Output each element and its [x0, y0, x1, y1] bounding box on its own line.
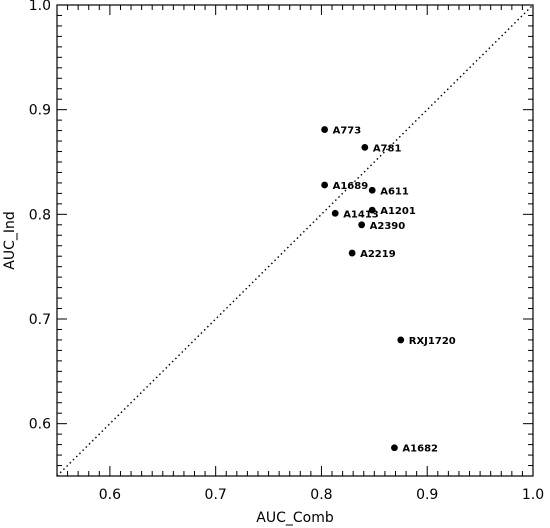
- data-point-label: A1413: [343, 209, 379, 220]
- data-point-label: A1682: [402, 444, 438, 455]
- data-point: [358, 221, 366, 229]
- x-tick-label: 0.6: [99, 487, 121, 503]
- data-point: [321, 126, 329, 133]
- y-axis-ticks: 0.6 0.7 0.8 0.9 1.0: [29, 0, 533, 477]
- data-point: [331, 209, 339, 217]
- data-point-label: A781: [373, 143, 402, 154]
- y-tick-label: 0.9: [29, 103, 51, 119]
- data-point: [391, 444, 398, 452]
- data-point-label: A611: [380, 186, 409, 197]
- data-point: [368, 206, 376, 214]
- data-point: [397, 336, 405, 344]
- y-tick-label: 1.0: [29, 0, 51, 14]
- y-tick-label: 0.8: [29, 207, 51, 223]
- identity-reference-line: [56, 4, 534, 477]
- x-tick-label: 0.8: [310, 487, 332, 503]
- x-axis-label: AUC_Comb: [256, 510, 334, 526]
- data-point: [368, 186, 376, 194]
- y-axis-label: AUC_Ind: [2, 211, 18, 270]
- x-tick-label: 0.9: [416, 487, 438, 503]
- y-tick-label: 0.7: [29, 312, 51, 328]
- x-tick-label: 1.0: [522, 487, 544, 503]
- data-point-label: A2219: [360, 249, 396, 260]
- plot-frame: [56, 4, 534, 477]
- data-point-label: A2390: [370, 221, 406, 232]
- y-tick-label: 0.6: [29, 417, 51, 433]
- x-axis-ticks: 0.6 0.7 0.8 0.9 1.0: [56, 5, 544, 503]
- x-tick-label: 0.7: [205, 487, 227, 503]
- data-point-label: A773: [333, 126, 362, 137]
- data-point: [361, 143, 369, 151]
- data-point-label: A1689: [333, 181, 369, 192]
- data-point: [348, 249, 356, 257]
- data-point-label: RXJ1720: [409, 336, 456, 347]
- data-point: [321, 181, 329, 189]
- data-points: A773 A781 A1689 A611 A1413 A1201 A2390 A2219 RXJ…: [321, 126, 456, 455]
- data-point-label: A1201: [380, 206, 416, 217]
